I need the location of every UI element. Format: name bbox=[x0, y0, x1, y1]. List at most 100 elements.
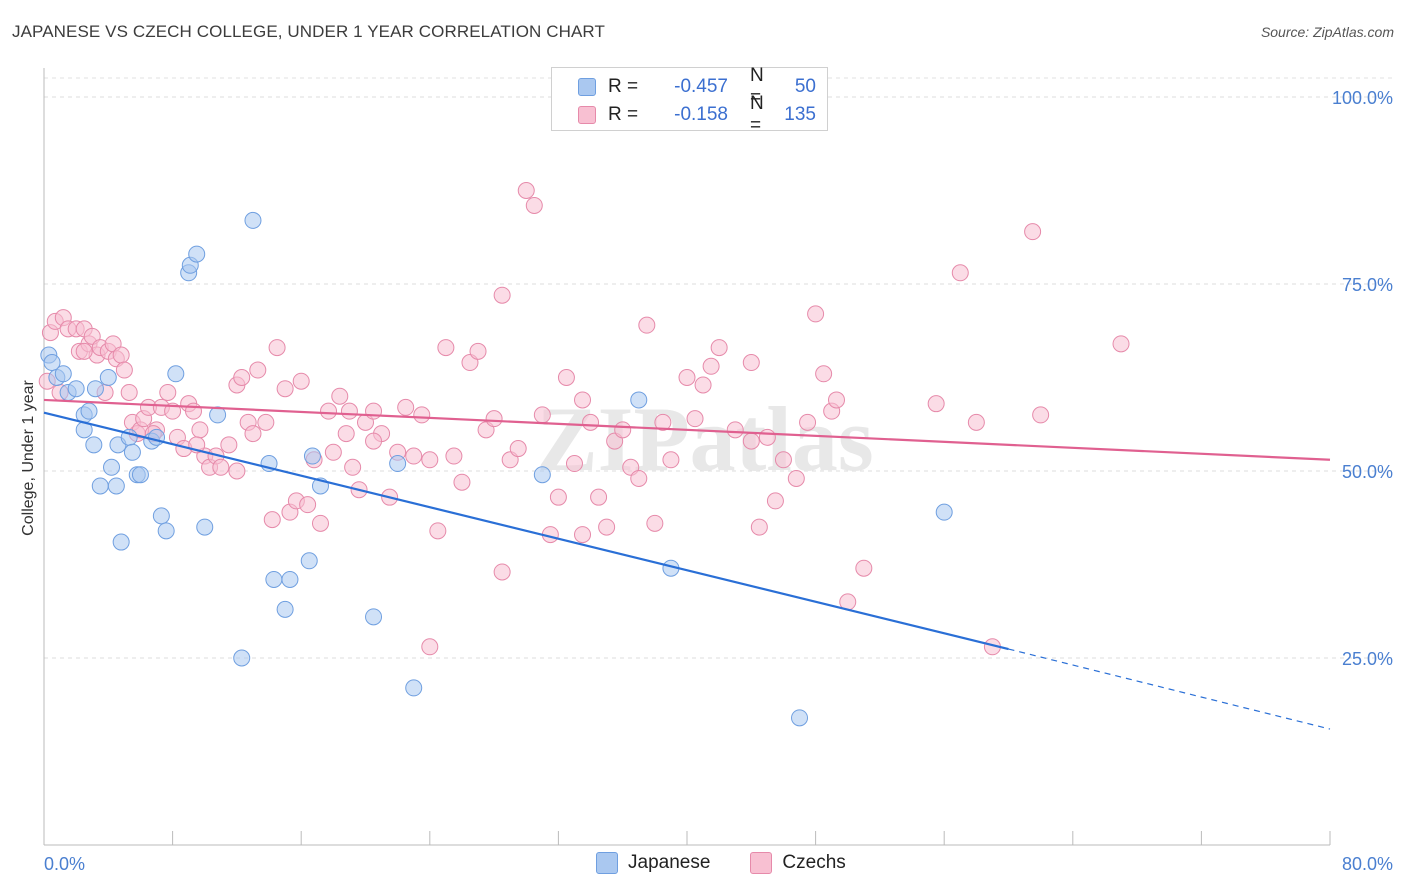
series-legend-czechs: Czechs bbox=[750, 852, 846, 874]
japanese-point bbox=[265, 570, 283, 588]
czechs-point bbox=[112, 346, 130, 364]
czechs-point bbox=[437, 339, 455, 357]
czechs-point bbox=[774, 451, 792, 469]
czechs-point bbox=[557, 369, 575, 386]
czechs-point bbox=[340, 402, 358, 420]
czechs-point bbox=[726, 421, 744, 439]
japanese-point bbox=[107, 477, 125, 495]
czechs-point bbox=[766, 492, 784, 510]
japanese-point bbox=[86, 380, 104, 398]
japanese-point bbox=[365, 608, 383, 626]
czechs-point bbox=[533, 406, 551, 424]
czechs-point bbox=[344, 458, 362, 476]
japanese-point bbox=[533, 466, 551, 484]
czechs-point bbox=[509, 440, 527, 458]
japanese-point bbox=[80, 402, 98, 420]
czechs-point bbox=[228, 462, 246, 480]
japanese-point bbox=[112, 533, 130, 551]
czechs-point bbox=[453, 473, 471, 491]
regression-lines bbox=[43, 398, 1331, 730]
czechs-point bbox=[967, 413, 985, 431]
czechs-point bbox=[292, 372, 310, 390]
czechs-point bbox=[493, 563, 511, 581]
czechs-point bbox=[405, 447, 423, 465]
japanese-point bbox=[405, 679, 423, 697]
czechs-point bbox=[331, 387, 349, 405]
czechs-point bbox=[807, 305, 825, 323]
czechs-point bbox=[268, 339, 286, 357]
legend-row-japanese: R = -0.457 N = 50 bbox=[552, 65, 816, 108]
legend-r-value: -0.457 bbox=[674, 76, 728, 97]
japanese-point bbox=[167, 365, 185, 383]
axes bbox=[43, 68, 1331, 846]
legend-r-value: -0.158 bbox=[674, 104, 728, 125]
czechs-point bbox=[257, 413, 275, 431]
japanese-point bbox=[281, 570, 299, 588]
czechs-point bbox=[654, 413, 672, 431]
chart-title: JAPANESE VS CZECH COLLEGE, UNDER 1 YEAR … bbox=[12, 22, 605, 41]
czechs-point bbox=[638, 316, 656, 334]
czechs-point bbox=[485, 410, 503, 428]
y-tick-label: 100.0% bbox=[1332, 88, 1393, 108]
czechs-point bbox=[263, 511, 281, 529]
series-label-japanese: Japanese bbox=[628, 852, 711, 873]
czechs-point bbox=[299, 496, 317, 514]
czechs-point bbox=[469, 342, 487, 360]
czechs-point bbox=[320, 402, 338, 420]
czechs-point bbox=[710, 339, 728, 357]
y-tick-labels: 100.0% 75.0% 50.0% 25.0% bbox=[1332, 88, 1393, 669]
legend-r-label: R = bbox=[608, 76, 639, 97]
series-swatch-japanese bbox=[596, 852, 618, 874]
japanese-point bbox=[389, 455, 407, 473]
czechs-point bbox=[646, 514, 664, 532]
legend-n-value: 50 bbox=[794, 76, 816, 97]
czechs-point bbox=[549, 488, 567, 506]
czechs-point bbox=[413, 406, 431, 424]
czechs-point bbox=[311, 514, 329, 532]
japanese-point bbox=[152, 507, 170, 525]
japanese-trend-extrapolation bbox=[1008, 648, 1331, 730]
czechs-point bbox=[493, 286, 511, 304]
japanese-point bbox=[196, 518, 214, 536]
y-tick-label: 75.0% bbox=[1342, 275, 1393, 295]
czechs-point bbox=[565, 455, 583, 473]
japanese-point bbox=[67, 380, 85, 398]
x-tick-min: 0.0% bbox=[44, 854, 85, 874]
series-legend: Japanese Czechs bbox=[596, 852, 886, 874]
czechs-point bbox=[525, 196, 543, 214]
japanese-point bbox=[85, 436, 103, 454]
y-axis-label: College, Under 1 year bbox=[20, 380, 37, 536]
czechs-point bbox=[742, 432, 760, 450]
czechs-point bbox=[115, 361, 133, 379]
japanese-point bbox=[233, 649, 251, 667]
czechs-point bbox=[337, 425, 355, 443]
czechs-point bbox=[598, 518, 616, 536]
legend-n-label: N = bbox=[750, 93, 764, 136]
czechs-point bbox=[212, 458, 230, 476]
japanese-trend-line bbox=[43, 411, 1009, 651]
czechs-point bbox=[614, 421, 632, 439]
czechs-point bbox=[702, 357, 720, 375]
czechs-point bbox=[1032, 406, 1050, 424]
czechs-trend-line bbox=[43, 398, 1331, 461]
czechs-point bbox=[574, 526, 592, 544]
czechs-point bbox=[397, 398, 415, 416]
japanese-point bbox=[54, 365, 72, 383]
czechs-point bbox=[365, 432, 383, 450]
czechs-point bbox=[678, 369, 696, 386]
czechs-point bbox=[421, 451, 439, 469]
correlation-legend: R = -0.457 N = 50 R = -0.158 N = 135 bbox=[551, 65, 828, 136]
japanese-points bbox=[40, 211, 953, 727]
czechs-point bbox=[244, 425, 262, 443]
japanese-point bbox=[791, 709, 809, 727]
czechs-point bbox=[191, 421, 209, 439]
japanese-point bbox=[935, 503, 953, 521]
czechs-point bbox=[445, 447, 463, 465]
czechs-point bbox=[574, 391, 592, 409]
czechs-point bbox=[582, 413, 600, 431]
czechs-point bbox=[249, 361, 267, 379]
czechs-points bbox=[38, 182, 1130, 656]
czechs-point bbox=[787, 469, 805, 487]
series-label-czechs: Czechs bbox=[782, 852, 846, 873]
